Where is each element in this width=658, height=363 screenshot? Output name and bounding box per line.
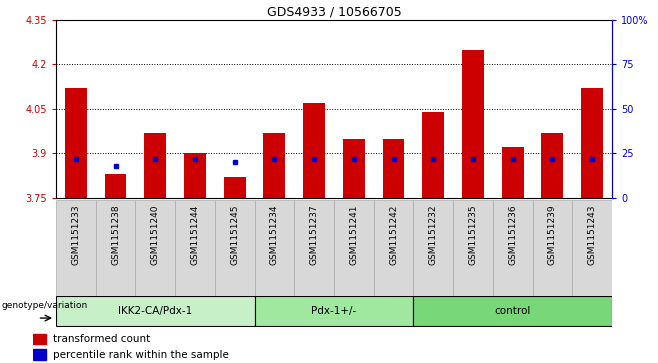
Bar bbox=[334, 200, 374, 296]
Text: percentile rank within the sample: percentile rank within the sample bbox=[53, 350, 228, 359]
Text: GSM1151235: GSM1151235 bbox=[468, 204, 478, 265]
Bar bbox=[581, 88, 603, 198]
Bar bbox=[502, 147, 524, 198]
Bar bbox=[136, 200, 175, 296]
Bar bbox=[144, 132, 166, 198]
Bar bbox=[33, 334, 46, 344]
Text: IKK2-CA/Pdx-1: IKK2-CA/Pdx-1 bbox=[118, 306, 192, 316]
Bar bbox=[493, 200, 532, 296]
Text: GSM1151242: GSM1151242 bbox=[389, 204, 398, 265]
Bar bbox=[33, 349, 46, 360]
Text: genotype/variation: genotype/variation bbox=[1, 301, 88, 310]
Bar bbox=[56, 200, 95, 296]
Title: GDS4933 / 10566705: GDS4933 / 10566705 bbox=[266, 6, 401, 19]
Text: GSM1151238: GSM1151238 bbox=[111, 204, 120, 265]
Bar bbox=[532, 200, 572, 296]
Bar bbox=[303, 103, 325, 198]
Bar bbox=[422, 112, 444, 198]
Bar bbox=[343, 139, 365, 198]
Bar bbox=[255, 200, 294, 296]
Bar bbox=[413, 200, 453, 296]
Bar bbox=[382, 139, 405, 198]
Text: Pdx-1+/-: Pdx-1+/- bbox=[311, 306, 357, 316]
Text: GSM1151234: GSM1151234 bbox=[270, 204, 279, 265]
Bar bbox=[255, 297, 413, 326]
Text: GSM1151244: GSM1151244 bbox=[190, 204, 199, 265]
Bar bbox=[95, 200, 136, 296]
Text: GSM1151236: GSM1151236 bbox=[508, 204, 517, 265]
Bar bbox=[105, 174, 126, 198]
Text: GSM1151233: GSM1151233 bbox=[71, 204, 80, 265]
Bar bbox=[294, 200, 334, 296]
Bar bbox=[65, 88, 87, 198]
Bar bbox=[542, 132, 563, 198]
Bar bbox=[462, 50, 484, 198]
Bar bbox=[572, 200, 612, 296]
Text: GSM1151245: GSM1151245 bbox=[230, 204, 239, 265]
Bar bbox=[184, 154, 206, 198]
Bar bbox=[175, 200, 215, 296]
Bar bbox=[56, 297, 255, 326]
Text: GSM1151243: GSM1151243 bbox=[588, 204, 597, 265]
Bar bbox=[374, 200, 413, 296]
Bar bbox=[413, 297, 612, 326]
Text: GSM1151232: GSM1151232 bbox=[429, 204, 438, 265]
Text: GSM1151239: GSM1151239 bbox=[548, 204, 557, 265]
Text: GSM1151240: GSM1151240 bbox=[151, 204, 160, 265]
Bar bbox=[215, 200, 255, 296]
Text: transformed count: transformed count bbox=[53, 334, 150, 344]
Text: GSM1151237: GSM1151237 bbox=[309, 204, 318, 265]
Text: control: control bbox=[494, 306, 531, 316]
Bar bbox=[453, 200, 493, 296]
Text: GSM1151241: GSM1151241 bbox=[349, 204, 359, 265]
Bar bbox=[263, 132, 286, 198]
Bar bbox=[224, 177, 245, 198]
